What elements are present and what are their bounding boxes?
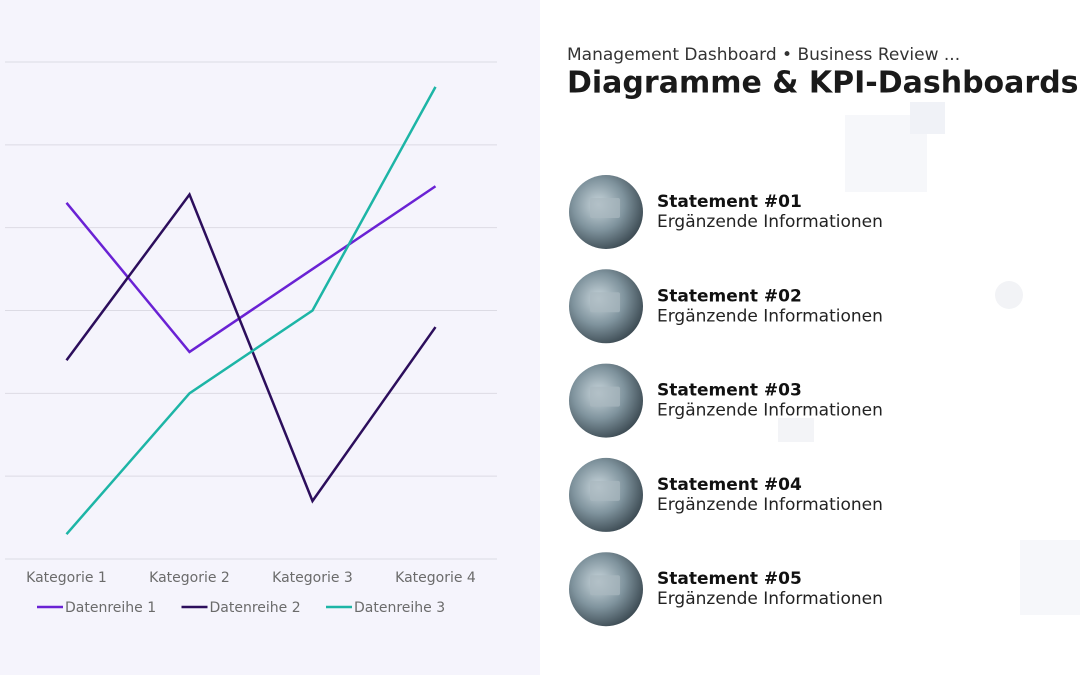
statement-title: Statement #01 — [657, 192, 802, 212]
x-tick-label: Kategorie 2 — [149, 570, 230, 586]
statement-image-detail — [590, 198, 620, 218]
decoration — [995, 281, 1023, 309]
decoration — [1020, 540, 1080, 615]
statement-title: Statement #04 — [657, 475, 802, 495]
statement-image-detail — [590, 575, 620, 596]
statement-title: Statement #05 — [657, 569, 802, 589]
statement-title: Statement #03 — [657, 381, 802, 401]
statement-text: Ergänzende Informationen — [657, 589, 883, 609]
statement-image-detail — [590, 292, 620, 313]
legend-label: Datenreihe 3 — [354, 600, 445, 616]
statement-image-detail — [590, 480, 620, 501]
decoration — [778, 418, 814, 442]
legend-label: Datenreihe 2 — [210, 600, 301, 616]
chart-panel — [0, 0, 540, 675]
title: Diagramme & KPI-Dashboards — [567, 66, 1079, 101]
x-tick-label: Kategorie 3 — [272, 570, 353, 586]
data-line — [65, 86, 437, 535]
statement-title: Statement #02 — [657, 286, 802, 306]
statement-text: Ergänzende Informationen — [657, 401, 883, 421]
statement-text: Ergänzende Informationen — [657, 212, 883, 232]
subtitle: Management Dashboard • Business Review .… — [567, 45, 960, 65]
x-tick-label: Kategorie 1 — [26, 570, 107, 586]
statement-image-detail — [590, 386, 620, 407]
data-line — [65, 191, 437, 504]
legend-label: Datenreihe 1 — [65, 600, 156, 616]
statement-text: Ergänzende Informationen — [657, 306, 883, 326]
decoration — [910, 102, 945, 134]
statement-text: Ergänzende Informationen — [657, 495, 883, 515]
x-tick-label: Kategorie 4 — [395, 570, 476, 586]
